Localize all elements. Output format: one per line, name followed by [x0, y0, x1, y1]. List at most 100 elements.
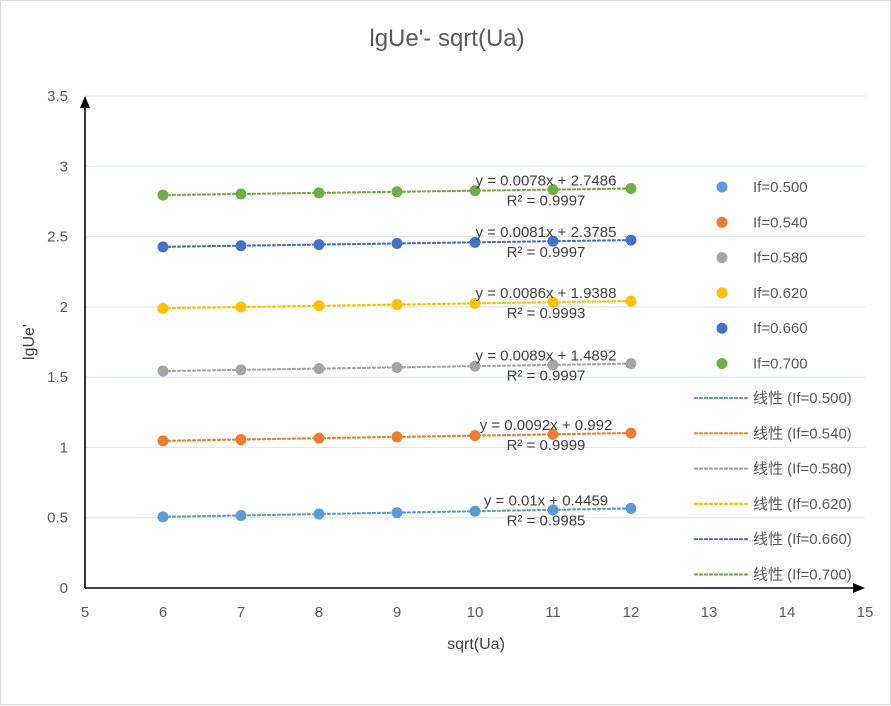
data-point: [235, 301, 247, 313]
data-point: [235, 434, 247, 446]
legend-entry-label: If=0.580: [753, 250, 808, 267]
legend-trend-label: 线性 (If=0.500): [753, 390, 852, 407]
trend-r-squared: R² = 0.9993: [507, 305, 586, 322]
trend-equation: y = 0.0086x + 1.9388: [476, 285, 617, 302]
data-point: [391, 186, 403, 198]
data-point: [547, 235, 559, 247]
data-point: [391, 431, 403, 443]
y-tick-label: 3: [60, 158, 68, 175]
x-tick-label: 11: [545, 604, 561, 621]
data-point: [625, 234, 637, 246]
data-point: [157, 189, 169, 201]
tick-labels: 0 0.5 1 1.5 2 2.5 3 3.5 5 6 7 8 9 10 11 12 13 14 15: [47, 88, 873, 621]
data-point: [469, 297, 481, 309]
data-point: [547, 504, 559, 516]
data-point: [235, 240, 247, 252]
data-point: [157, 365, 169, 377]
data-point: [625, 182, 637, 194]
data-point: [313, 432, 325, 444]
data-point: [469, 236, 481, 248]
legend-entry-label: If=0.540: [753, 214, 808, 231]
legend-trend-label: 线性 (If=0.660): [753, 531, 852, 548]
data-point: [157, 511, 169, 523]
data-point: [235, 509, 247, 521]
y-tick-label: 0.5: [47, 510, 68, 527]
data-point: [391, 361, 403, 373]
trend-r-squared: R² = 0.9997: [507, 368, 586, 385]
x-tick-label: 6: [159, 604, 167, 621]
y-axis-arrow: [80, 96, 90, 108]
data-point: [313, 363, 325, 375]
x-axis-label: sqrt(Ua): [447, 636, 505, 653]
legend-marker: [716, 181, 728, 193]
data-point: [625, 502, 637, 514]
data-point: [313, 300, 325, 312]
trend-equation: y = 0.0081x + 2.3785: [476, 224, 617, 241]
data-point: [469, 505, 481, 517]
data-point: [391, 507, 403, 519]
data-point: [313, 187, 325, 199]
y-tick-label: 3.5: [47, 88, 68, 105]
trend-equation: y = 0.0089x + 1.4892: [476, 348, 617, 365]
data-point: [547, 296, 559, 308]
y-tick-label: 0: [60, 580, 68, 597]
data-point: [235, 364, 247, 376]
data-points: [157, 182, 637, 523]
x-tick-label: 5: [81, 604, 89, 621]
x-tick-label: 10: [467, 604, 484, 621]
y-tick-label: 2: [60, 299, 68, 316]
data-point: [625, 295, 637, 307]
x-tick-label: 14: [779, 604, 796, 621]
x-tick-label: 7: [237, 604, 245, 621]
x-axis-arrow: [853, 583, 865, 593]
data-point: [157, 435, 169, 447]
data-point: [391, 298, 403, 310]
y-axis-label: lgUe': [21, 324, 38, 360]
legend-trend-label: 线性 (If=0.620): [753, 496, 852, 513]
x-tick-label: 12: [623, 604, 640, 621]
data-point: [469, 185, 481, 197]
trend-r-squared: R² = 0.9999: [507, 437, 586, 454]
legend-trend-label: 线性 (If=0.580): [753, 461, 852, 478]
legend-marker: [716, 322, 728, 334]
x-tick-label: 8: [315, 604, 323, 621]
data-point: [547, 359, 559, 371]
data-point: [313, 239, 325, 251]
y-tick-label: 1.5: [47, 369, 68, 386]
chart-title: lgUe'- sqrt(Ua): [369, 25, 524, 52]
legend: If=0.500 If=0.540 If=0.580 If=0.620 If=0.660…: [693, 179, 852, 584]
x-tick-label: 9: [393, 604, 401, 621]
x-tick-label: 15: [857, 604, 874, 621]
axes: [80, 96, 865, 593]
data-point: [157, 241, 169, 253]
data-point: [547, 184, 559, 196]
data-point: [547, 428, 559, 440]
y-tick-label: 2.5: [47, 229, 68, 246]
data-point: [391, 237, 403, 249]
data-point: [625, 427, 637, 439]
trend-equation: y = 0.01x + 0.4459: [484, 492, 608, 509]
trend-equation: y = 0.0078x + 2.7486: [476, 172, 617, 189]
data-point: [469, 430, 481, 442]
legend-marker: [716, 252, 728, 264]
trend-equation: y = 0.0092x + 0.992: [480, 417, 613, 434]
legend-marker: [716, 287, 728, 299]
trend-r-squared: R² = 0.9997: [507, 244, 586, 261]
data-point: [235, 188, 247, 200]
legend-trend-label: 线性 (If=0.540): [753, 425, 852, 442]
legend-marker: [716, 216, 728, 228]
data-point: [625, 358, 637, 370]
y-tick-label: 1: [60, 439, 68, 456]
data-point: [469, 360, 481, 372]
data-point: [157, 302, 169, 314]
trend-equations: y = 0.01x + 0.4459 R² = 0.9985 y = 0.0092x…: [476, 172, 617, 529]
data-point: [313, 508, 325, 520]
legend-entry-label: If=0.500: [753, 179, 808, 196]
legend-trend-label: 线性 (If=0.700): [753, 567, 852, 584]
legend-entry-label: If=0.660: [753, 320, 808, 337]
x-tick-label: 13: [701, 604, 718, 621]
trend-r-squared: R² = 0.9997: [507, 192, 586, 209]
legend-entry-label: If=0.700: [753, 356, 808, 373]
